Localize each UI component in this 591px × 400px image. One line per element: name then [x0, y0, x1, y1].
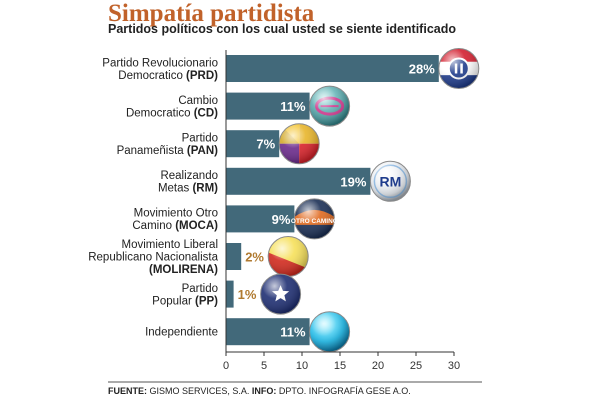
category-label: Partido Popular (PP) — [152, 283, 218, 308]
value-label: 7% — [256, 137, 275, 152]
prd-logo-icon — [438, 48, 480, 89]
bar — [226, 205, 295, 233]
independiente-logo-icon — [309, 311, 351, 353]
moca-logo-text: OTRO CAMINO — [291, 218, 338, 225]
pp-logo-icon — [260, 273, 302, 315]
bar — [226, 280, 234, 308]
cd-logo-icon — [309, 85, 351, 127]
category-label: Movimiento Liberal Republicano Nacionalis… — [88, 239, 218, 276]
rm-logo-text: RM — [380, 173, 402, 189]
x-tick-label: 15 — [334, 360, 346, 372]
value-label: 19% — [340, 174, 366, 189]
category-label: Movimiento Otro Camino (MOCA) — [132, 208, 218, 233]
category-label: Partido Revolucionario Democratico (PRD) — [102, 57, 218, 82]
value-label: 11% — [280, 99, 306, 114]
x-tick-label: 30 — [448, 360, 460, 372]
x-tick-label: 0 — [223, 360, 229, 372]
category-label: Independiente — [145, 327, 218, 339]
category-label: Cambio Democratico (CD) — [126, 95, 218, 120]
value-label: 28% — [409, 62, 435, 77]
value-label: 9% — [272, 212, 291, 227]
chart-subtitle: Partidos políticos con los cual usted se… — [108, 22, 456, 36]
chart-title: Simpatía partidista — [108, 0, 315, 27]
source-label: FUENTE: — [108, 386, 147, 396]
category-label: Partido Panameñista (PAN) — [117, 132, 219, 157]
bar — [226, 167, 371, 195]
molirena-logo-icon — [267, 236, 309, 277]
moca-logo-icon: OTRO CAMINO — [291, 198, 338, 240]
x-tick-label: 20 — [372, 360, 384, 372]
rm-logo-icon: RM — [369, 160, 411, 202]
x-tick-label: 5 — [261, 360, 267, 372]
pan-logo-icon — [278, 123, 320, 165]
value-label: 1% — [238, 287, 257, 302]
category-label: Realizando Metas (RM) — [158, 170, 218, 195]
info-label: INFO: — [251, 386, 277, 396]
value-label: 2% — [245, 250, 264, 265]
x-tick-label: 10 — [296, 360, 308, 372]
info-text: DPTO. INFOGRAFÍA GESE A.O. — [276, 386, 411, 396]
bar — [226, 318, 310, 346]
x-tick-label: 25 — [410, 360, 422, 372]
source-footer: FUENTE: GISMO SERVICES, S.A. INFO: DPTO.… — [108, 386, 411, 396]
value-label: 11% — [280, 325, 306, 340]
bar — [226, 55, 439, 82]
source-text: GISMO SERVICES, S.A. — [147, 386, 252, 396]
bar — [226, 92, 310, 120]
bar — [226, 243, 242, 270]
bar — [226, 130, 280, 158]
